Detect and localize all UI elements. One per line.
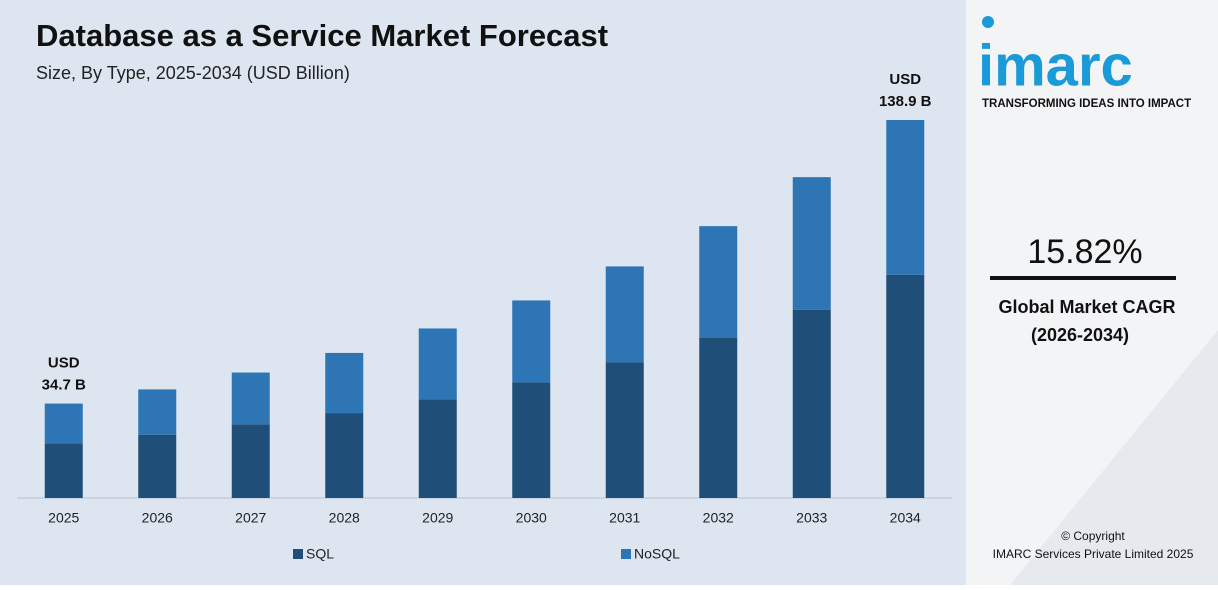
legend-label: NoSQL <box>634 546 680 562</box>
cagr-value: 15.82% <box>1027 233 1142 271</box>
company: IMARC Services Private Limited 2025 <box>993 547 1194 561</box>
total-label: 34.7 B <box>42 377 86 394</box>
bar-segment <box>231 372 270 425</box>
bar-segment <box>792 177 831 310</box>
bar-segment <box>512 382 551 498</box>
bar-segment <box>605 266 644 363</box>
bar-segment <box>605 362 644 498</box>
x-tick-label: 2033 <box>796 510 827 526</box>
x-tick-label: 2032 <box>703 510 734 526</box>
total-label: USD <box>48 355 80 372</box>
bar-segment <box>886 120 925 275</box>
x-tick-label: 2034 <box>890 510 921 526</box>
logo: imarc <box>978 33 1133 98</box>
legend-swatch <box>293 549 303 559</box>
chart-subtitle: Size, By Type, 2025-2034 (USD Billion) <box>36 63 350 83</box>
bar-segment <box>138 389 177 435</box>
x-tick-label: 2029 <box>422 510 453 526</box>
side-decoration <box>1010 330 1218 585</box>
cagr-rule <box>990 276 1176 280</box>
x-tick-label: 2031 <box>609 510 640 526</box>
legend-swatch <box>621 549 631 559</box>
bar-segment <box>44 443 83 498</box>
bar-segment <box>325 352 364 414</box>
bar-segment <box>699 226 738 338</box>
x-tick-label: 2025 <box>48 510 79 526</box>
bar-segment <box>418 399 457 498</box>
legend-label: SQL <box>306 546 334 562</box>
bar-segment <box>138 434 177 498</box>
bar-segment <box>325 413 364 498</box>
chart-title: Database as a Service Market Forecast <box>36 18 608 53</box>
x-tick-label: 2026 <box>142 510 173 526</box>
bar-segment <box>792 309 831 498</box>
bar-segment <box>44 403 83 444</box>
logo-dot <box>982 16 994 28</box>
x-tick-label: 2028 <box>329 510 360 526</box>
bar-segment <box>512 300 551 383</box>
cagr-period: (2026-2034) <box>1031 325 1129 345</box>
x-tick-label: 2030 <box>516 510 547 526</box>
bar-segment <box>699 337 738 498</box>
cagr-label: Global Market CAGR <box>998 297 1175 317</box>
x-tick-label: 2027 <box>235 510 266 526</box>
bar-segment <box>886 274 925 498</box>
copyright: © Copyright <box>1061 529 1125 543</box>
tagline: TRANSFORMING IDEAS INTO IMPACT <box>982 98 1191 110</box>
total-label: 138.9 B <box>879 93 932 110</box>
total-label: USD <box>889 71 921 88</box>
bar-segment <box>418 328 457 400</box>
bar-segment <box>231 424 270 498</box>
